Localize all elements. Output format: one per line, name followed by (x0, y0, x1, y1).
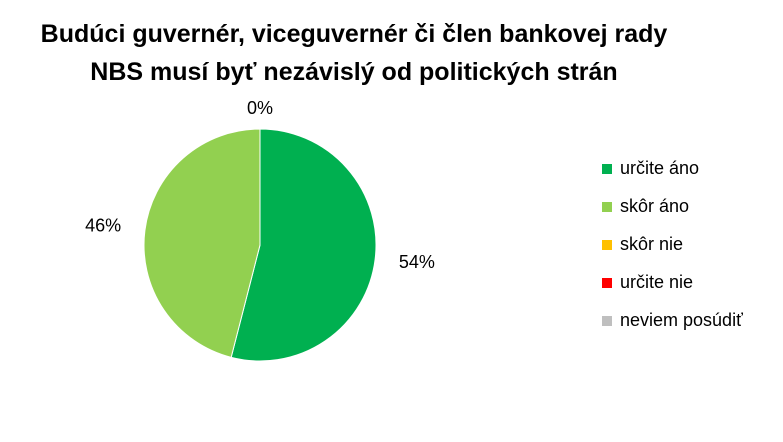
pie-slice-0 (230, 128, 377, 362)
legend-swatch-1 (602, 202, 612, 212)
legend-label-4: neviem posúdiť (620, 310, 743, 330)
legend: určite áno skôr áno skôr nie určite nie nevi… (602, 158, 743, 330)
legend-label-0: určite áno (620, 158, 699, 178)
chart-title-line-1: Budúci guvernér, viceguvernér či člen ba… (41, 20, 668, 48)
pie-slices (143, 128, 377, 362)
legend-label-2: skôr nie (620, 234, 683, 254)
data-label-2: 0% (247, 98, 273, 118)
legend-label-3: určite nie (620, 272, 693, 292)
legend-swatch-3 (602, 278, 612, 288)
legend-swatch-2 (602, 240, 612, 250)
legend-label-1: skôr áno (620, 196, 689, 216)
legend-swatch-4 (602, 316, 612, 326)
pie-slice-1 (143, 128, 261, 358)
data-label-1: 46% (85, 215, 121, 235)
pie-data-labels: 54% 46% 0% (85, 98, 435, 272)
legend-swatch-0 (602, 164, 612, 174)
chart-title-line-2: NBS musí byť nezávislý od politických st… (90, 58, 617, 86)
data-label-0: 54% (399, 252, 435, 272)
